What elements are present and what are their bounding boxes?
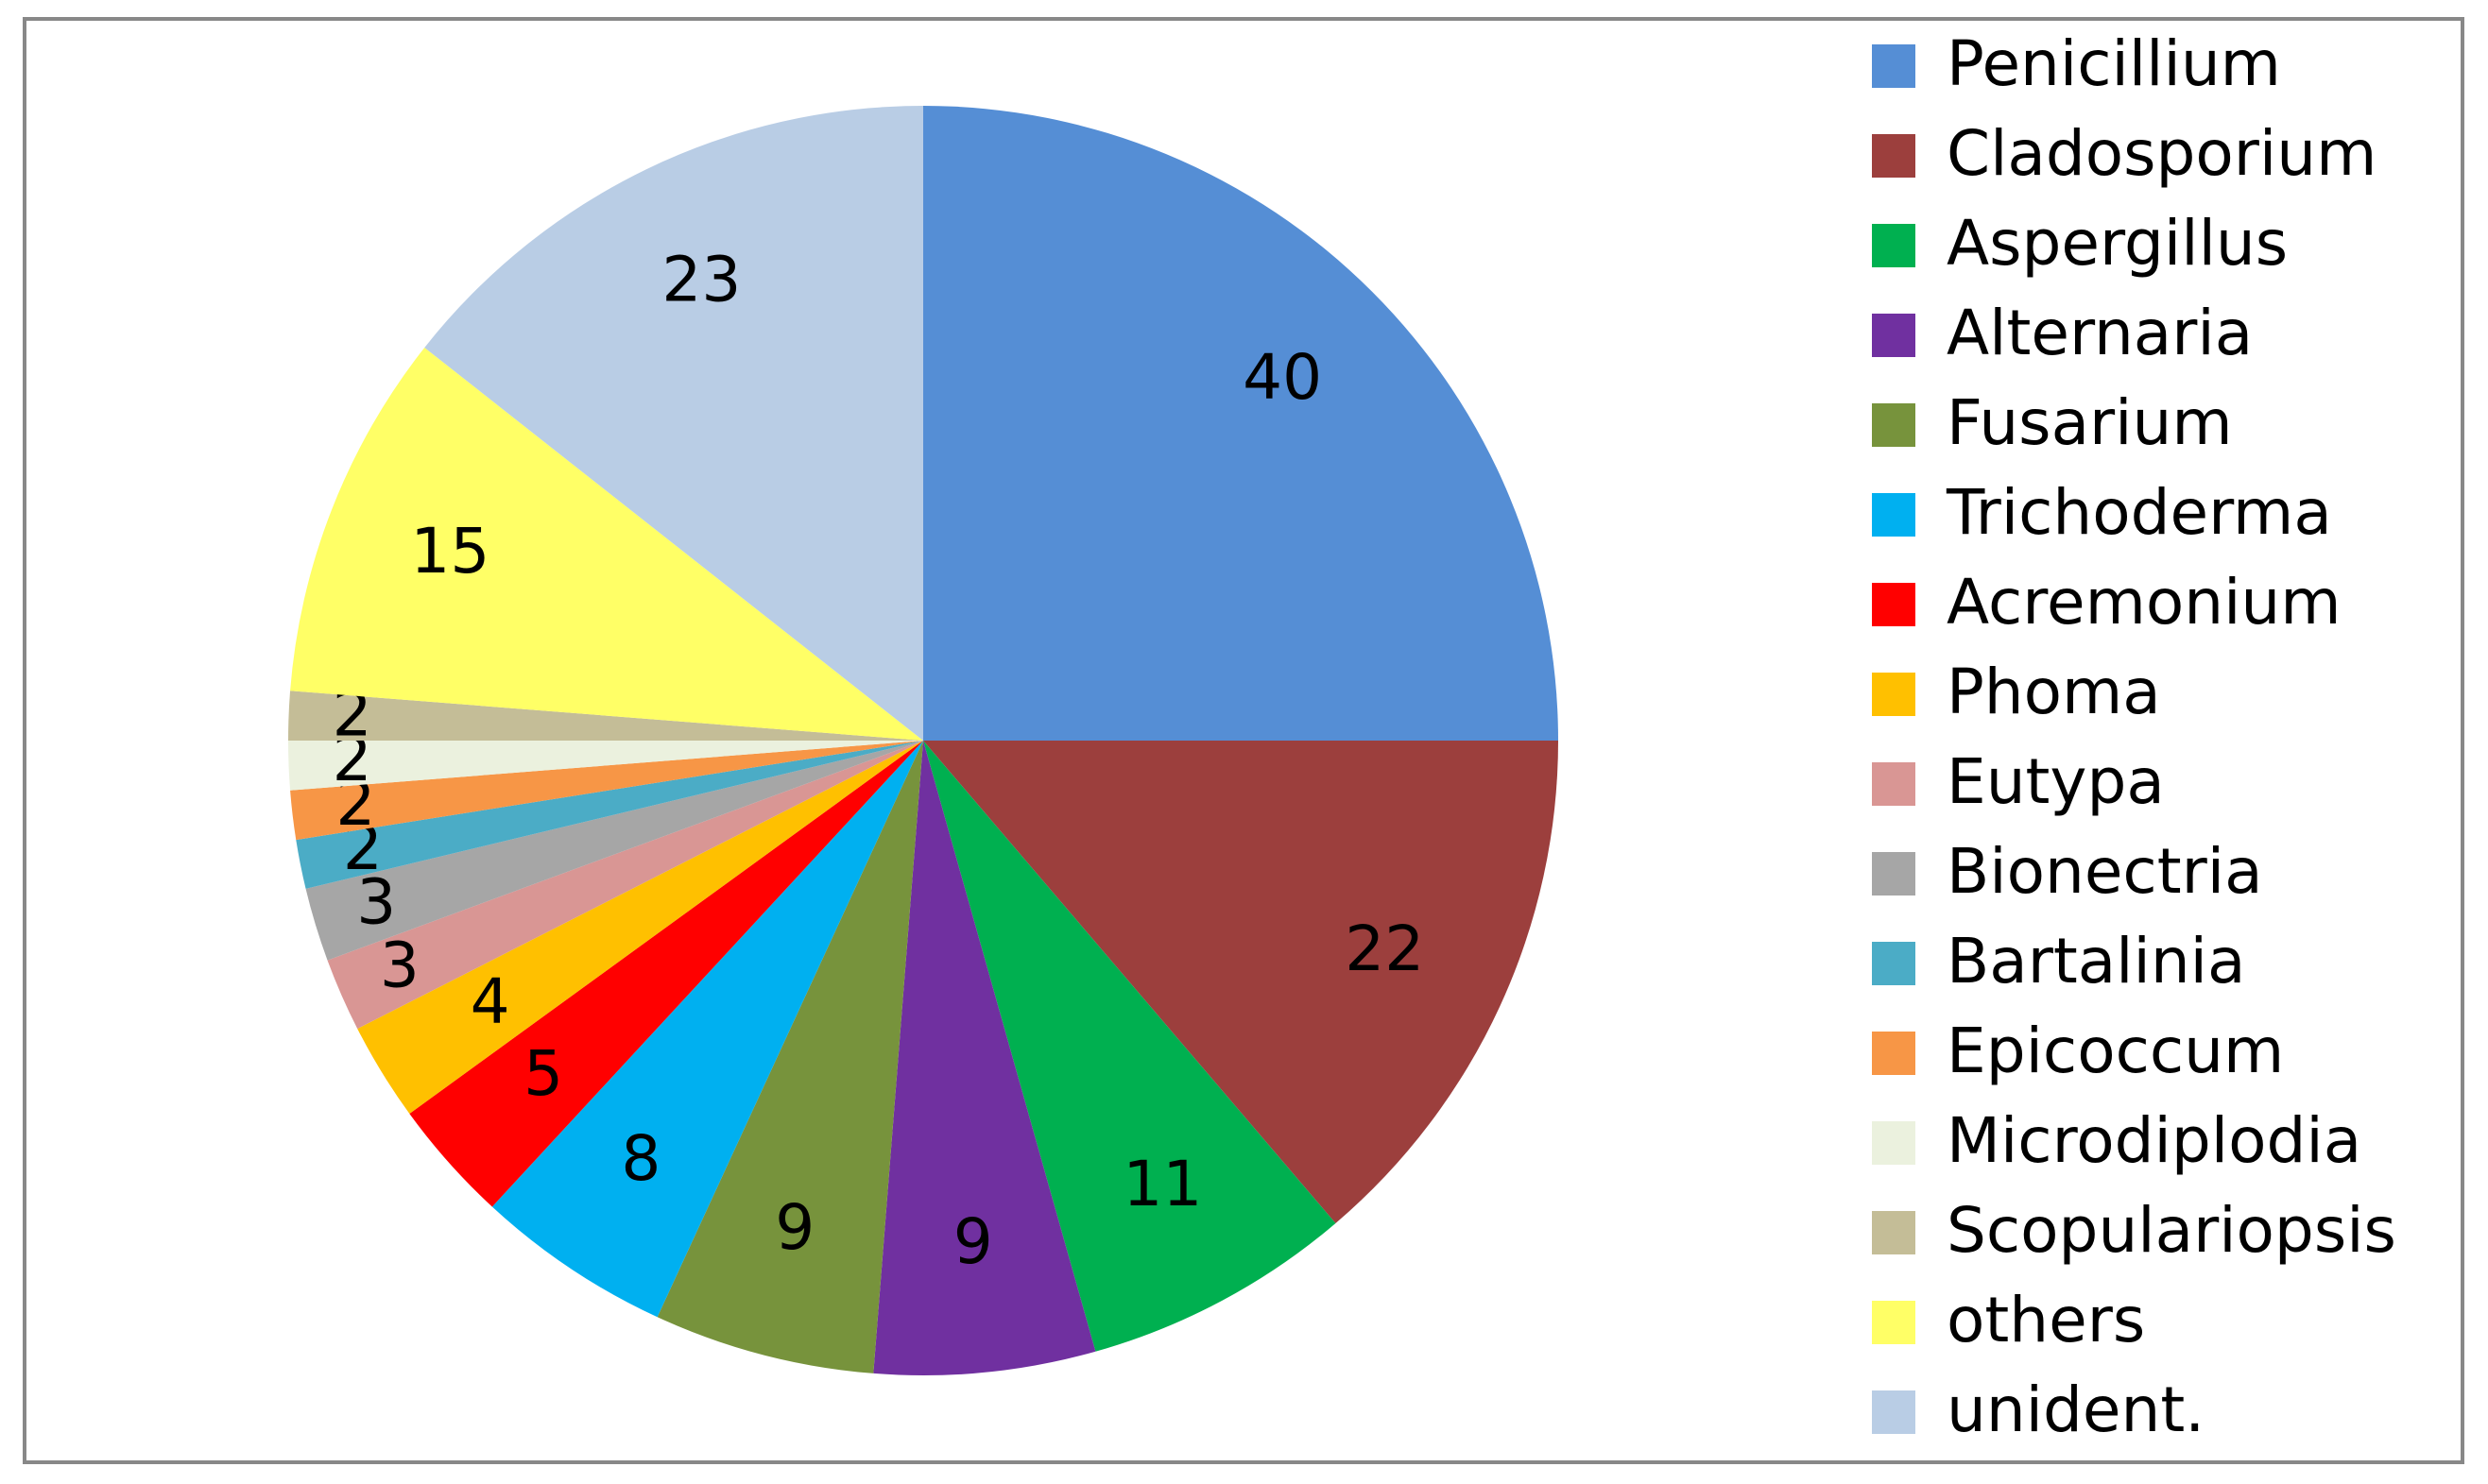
legend-label: others bbox=[1947, 1284, 2145, 1356]
legend-swatch bbox=[1872, 403, 1915, 447]
data-label: 15 bbox=[410, 515, 489, 588]
legend-label: unident. bbox=[1947, 1373, 2205, 1446]
legend-label: Aspergillus bbox=[1947, 207, 2288, 280]
pie-slice bbox=[424, 106, 923, 741]
legend-swatch bbox=[1872, 314, 1915, 357]
pie-slice bbox=[290, 347, 924, 741]
legend-label: Fusarium bbox=[1947, 386, 2233, 459]
pie-slice bbox=[327, 741, 924, 1030]
pie-slice bbox=[288, 691, 923, 741]
legend-label: Trichoderma bbox=[1946, 476, 2332, 549]
legend-swatch bbox=[1872, 1121, 1915, 1165]
pie-slice bbox=[923, 741, 1336, 1352]
legend-swatch bbox=[1872, 134, 1915, 178]
legend-swatch bbox=[1872, 1301, 1915, 1344]
data-label: 5 bbox=[523, 1037, 563, 1110]
data-label: 40 bbox=[1243, 341, 1322, 414]
legend-label: Acremonium bbox=[1947, 566, 2342, 639]
pie-slice bbox=[923, 106, 1558, 741]
legend-swatch bbox=[1872, 583, 1915, 626]
pie-slice bbox=[357, 741, 923, 1114]
legend-label: Eutypa bbox=[1947, 745, 2165, 818]
pie-slice bbox=[657, 741, 923, 1373]
data-label: 22 bbox=[1345, 913, 1424, 985]
legend-swatch bbox=[1872, 44, 1915, 88]
legend-swatch bbox=[1872, 1211, 1915, 1254]
legend-label: Penicillium bbox=[1947, 27, 2281, 100]
pie-slice bbox=[305, 741, 924, 961]
data-label: 8 bbox=[621, 1122, 661, 1195]
data-label: 9 bbox=[953, 1205, 993, 1278]
legend-label: Microdiplodia bbox=[1947, 1104, 2361, 1177]
data-label: 3 bbox=[380, 929, 420, 1001]
data-label: 11 bbox=[1123, 1148, 1202, 1220]
legend-label: Epicoccum bbox=[1947, 1015, 2284, 1087]
legend-label: Alternaria bbox=[1947, 297, 2253, 369]
legend-label: Bartalinia bbox=[1947, 925, 2245, 998]
legend-swatch bbox=[1872, 224, 1915, 267]
legend-swatch bbox=[1872, 762, 1915, 806]
legend-swatch bbox=[1872, 673, 1915, 716]
legend-swatch bbox=[1872, 852, 1915, 896]
pie-slice bbox=[923, 741, 1558, 1223]
data-label: 4 bbox=[471, 965, 510, 1038]
legend-label: Phoma bbox=[1947, 656, 2161, 728]
legend-swatch bbox=[1872, 1032, 1915, 1075]
pie-slice bbox=[288, 741, 923, 791]
data-label: 9 bbox=[775, 1191, 815, 1264]
legend-swatch bbox=[1872, 942, 1915, 985]
legend-label: Bionectria bbox=[1947, 835, 2263, 908]
legend-label: Scopulariopsis bbox=[1947, 1194, 2396, 1267]
pie-slice bbox=[409, 741, 923, 1207]
legend-label: Cladosporium bbox=[1947, 117, 2376, 190]
pie-slice bbox=[873, 741, 1096, 1375]
pie-slice bbox=[296, 741, 923, 889]
data-label: 3 bbox=[356, 866, 396, 939]
legend-swatch bbox=[1872, 1390, 1915, 1434]
pie-slice bbox=[290, 741, 924, 841]
data-label: 23 bbox=[661, 243, 741, 316]
pie-slice bbox=[491, 741, 923, 1318]
legend-swatch bbox=[1872, 493, 1915, 537]
